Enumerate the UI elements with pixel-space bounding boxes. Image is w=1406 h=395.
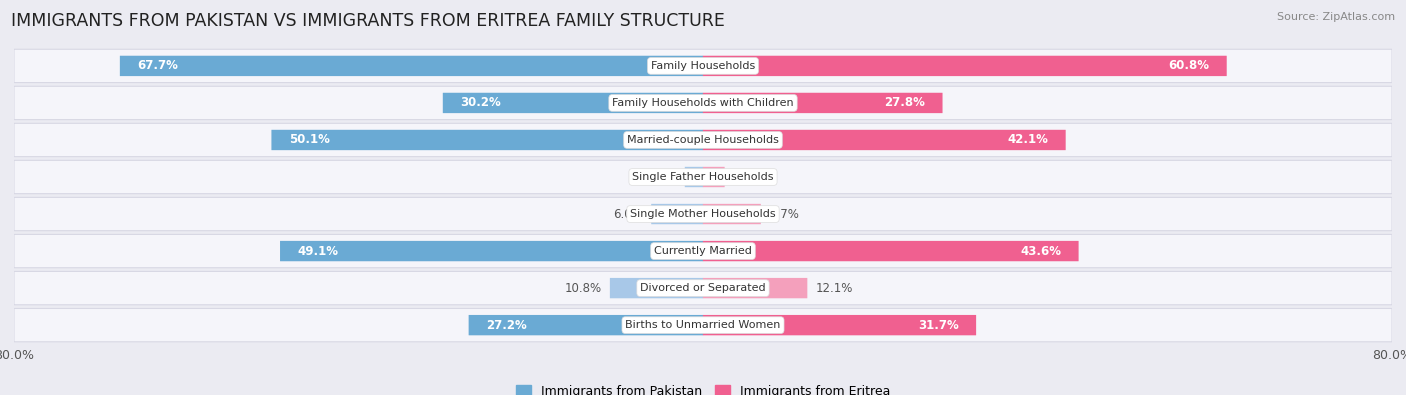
Text: 6.0%: 6.0% xyxy=(613,207,643,220)
FancyBboxPatch shape xyxy=(280,241,703,261)
FancyBboxPatch shape xyxy=(703,241,1078,261)
Text: 50.1%: 50.1% xyxy=(288,134,329,147)
FancyBboxPatch shape xyxy=(703,315,976,335)
Text: Divorced or Separated: Divorced or Separated xyxy=(640,283,766,293)
FancyBboxPatch shape xyxy=(703,278,807,298)
FancyBboxPatch shape xyxy=(651,204,703,224)
Text: 2.5%: 2.5% xyxy=(733,171,763,184)
Text: Family Households: Family Households xyxy=(651,61,755,71)
Text: 60.8%: 60.8% xyxy=(1168,59,1209,72)
FancyBboxPatch shape xyxy=(14,198,1392,231)
Text: 49.1%: 49.1% xyxy=(298,245,339,258)
Text: 12.1%: 12.1% xyxy=(815,282,853,295)
FancyBboxPatch shape xyxy=(14,308,1392,342)
Text: 6.7%: 6.7% xyxy=(769,207,799,220)
FancyBboxPatch shape xyxy=(14,86,1392,120)
Text: Single Father Households: Single Father Households xyxy=(633,172,773,182)
Text: 2.1%: 2.1% xyxy=(647,171,676,184)
FancyBboxPatch shape xyxy=(14,271,1392,305)
FancyBboxPatch shape xyxy=(14,49,1392,83)
Text: 42.1%: 42.1% xyxy=(1008,134,1049,147)
FancyBboxPatch shape xyxy=(703,93,942,113)
FancyBboxPatch shape xyxy=(703,130,1066,150)
FancyBboxPatch shape xyxy=(703,167,724,187)
FancyBboxPatch shape xyxy=(703,56,1226,76)
Text: Single Mother Households: Single Mother Households xyxy=(630,209,776,219)
Text: IMMIGRANTS FROM PAKISTAN VS IMMIGRANTS FROM ERITREA FAMILY STRUCTURE: IMMIGRANTS FROM PAKISTAN VS IMMIGRANTS F… xyxy=(11,12,725,30)
Text: 67.7%: 67.7% xyxy=(138,59,179,72)
Text: Source: ZipAtlas.com: Source: ZipAtlas.com xyxy=(1277,12,1395,22)
FancyBboxPatch shape xyxy=(443,93,703,113)
FancyBboxPatch shape xyxy=(120,56,703,76)
Text: Currently Married: Currently Married xyxy=(654,246,752,256)
Text: Married-couple Households: Married-couple Households xyxy=(627,135,779,145)
FancyBboxPatch shape xyxy=(685,167,703,187)
Text: 30.2%: 30.2% xyxy=(460,96,501,109)
FancyBboxPatch shape xyxy=(14,234,1392,268)
Text: 31.7%: 31.7% xyxy=(918,319,959,332)
Text: 27.8%: 27.8% xyxy=(884,96,925,109)
FancyBboxPatch shape xyxy=(703,204,761,224)
Text: Births to Unmarried Women: Births to Unmarried Women xyxy=(626,320,780,330)
Text: Family Households with Children: Family Households with Children xyxy=(612,98,794,108)
Text: 43.6%: 43.6% xyxy=(1021,245,1062,258)
FancyBboxPatch shape xyxy=(14,123,1392,157)
FancyBboxPatch shape xyxy=(468,315,703,335)
FancyBboxPatch shape xyxy=(14,160,1392,194)
FancyBboxPatch shape xyxy=(271,130,703,150)
Legend: Immigrants from Pakistan, Immigrants from Eritrea: Immigrants from Pakistan, Immigrants fro… xyxy=(510,380,896,395)
Text: 27.2%: 27.2% xyxy=(486,319,527,332)
FancyBboxPatch shape xyxy=(610,278,703,298)
Text: 10.8%: 10.8% xyxy=(564,282,602,295)
